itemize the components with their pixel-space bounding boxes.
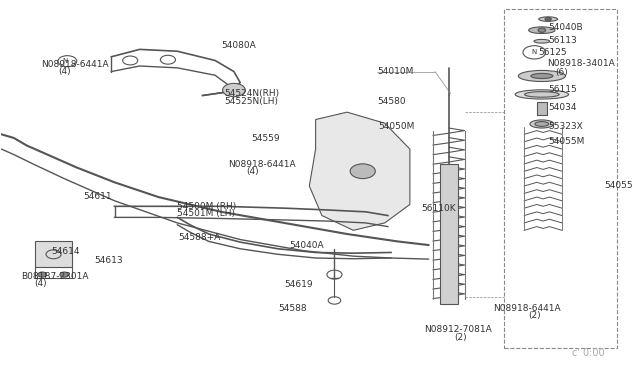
Text: (2): (2) <box>454 333 467 342</box>
Circle shape <box>350 164 375 179</box>
Ellipse shape <box>530 120 554 128</box>
Text: 56125: 56125 <box>539 48 567 57</box>
Text: 56115: 56115 <box>548 85 577 94</box>
Text: c' 0:00: c' 0:00 <box>572 348 605 358</box>
Bar <box>35 241 72 267</box>
Bar <box>440 164 458 304</box>
Text: N08918-6441A: N08918-6441A <box>41 60 109 69</box>
Text: 54055M: 54055M <box>548 137 584 146</box>
Text: 55323X: 55323X <box>548 122 583 131</box>
Text: 54501M (LH): 54501M (LH) <box>177 209 236 218</box>
Text: N08918-6441A: N08918-6441A <box>228 160 295 169</box>
Text: 54613: 54613 <box>94 256 123 265</box>
Ellipse shape <box>539 17 557 21</box>
Bar <box>504 9 617 349</box>
Text: 54040A: 54040A <box>289 241 324 250</box>
Text: 56113: 56113 <box>548 36 577 45</box>
Text: 54619: 54619 <box>284 280 313 289</box>
Text: 56110K: 56110K <box>421 203 456 213</box>
Text: 54080A: 54080A <box>221 41 256 50</box>
Text: 54034: 54034 <box>548 103 577 112</box>
Text: 54559: 54559 <box>252 134 280 143</box>
Text: N: N <box>532 49 537 55</box>
Circle shape <box>38 272 47 277</box>
Text: 54040B: 54040B <box>548 23 583 32</box>
Ellipse shape <box>515 90 568 99</box>
Text: 54588: 54588 <box>278 304 307 313</box>
Text: 54524N(RH): 54524N(RH) <box>225 89 280 98</box>
Text: 54500M (RH): 54500M (RH) <box>177 202 237 211</box>
Polygon shape <box>309 112 410 230</box>
Ellipse shape <box>534 39 550 43</box>
Ellipse shape <box>525 92 559 97</box>
Ellipse shape <box>535 122 548 126</box>
Text: 54614: 54614 <box>52 247 80 256</box>
Bar <box>537 102 547 115</box>
Circle shape <box>545 17 551 21</box>
Text: 54611: 54611 <box>83 192 112 201</box>
Text: N08918-3401A: N08918-3401A <box>547 59 614 68</box>
Text: (6): (6) <box>556 68 568 77</box>
Text: N08918-6441A: N08918-6441A <box>493 304 561 313</box>
Circle shape <box>60 272 68 277</box>
Text: (4): (4) <box>246 167 259 176</box>
Text: 54525N(LH): 54525N(LH) <box>225 97 278 106</box>
Text: 54050M: 54050M <box>378 122 415 131</box>
Text: 54588+A: 54588+A <box>179 233 221 242</box>
Text: N: N <box>63 58 68 64</box>
Text: 54055: 54055 <box>605 182 634 190</box>
Text: (4): (4) <box>58 67 70 76</box>
Circle shape <box>538 28 546 32</box>
Circle shape <box>223 83 245 97</box>
Text: B081B7-2301A: B081B7-2301A <box>22 272 89 281</box>
Ellipse shape <box>529 27 555 33</box>
Ellipse shape <box>531 73 553 78</box>
Ellipse shape <box>518 70 565 81</box>
Text: 54010M: 54010M <box>377 67 413 76</box>
Text: (2): (2) <box>528 311 541 320</box>
Text: N08912-7081A: N08912-7081A <box>424 326 492 334</box>
Text: 54580: 54580 <box>377 97 406 106</box>
Text: (4): (4) <box>34 279 47 288</box>
